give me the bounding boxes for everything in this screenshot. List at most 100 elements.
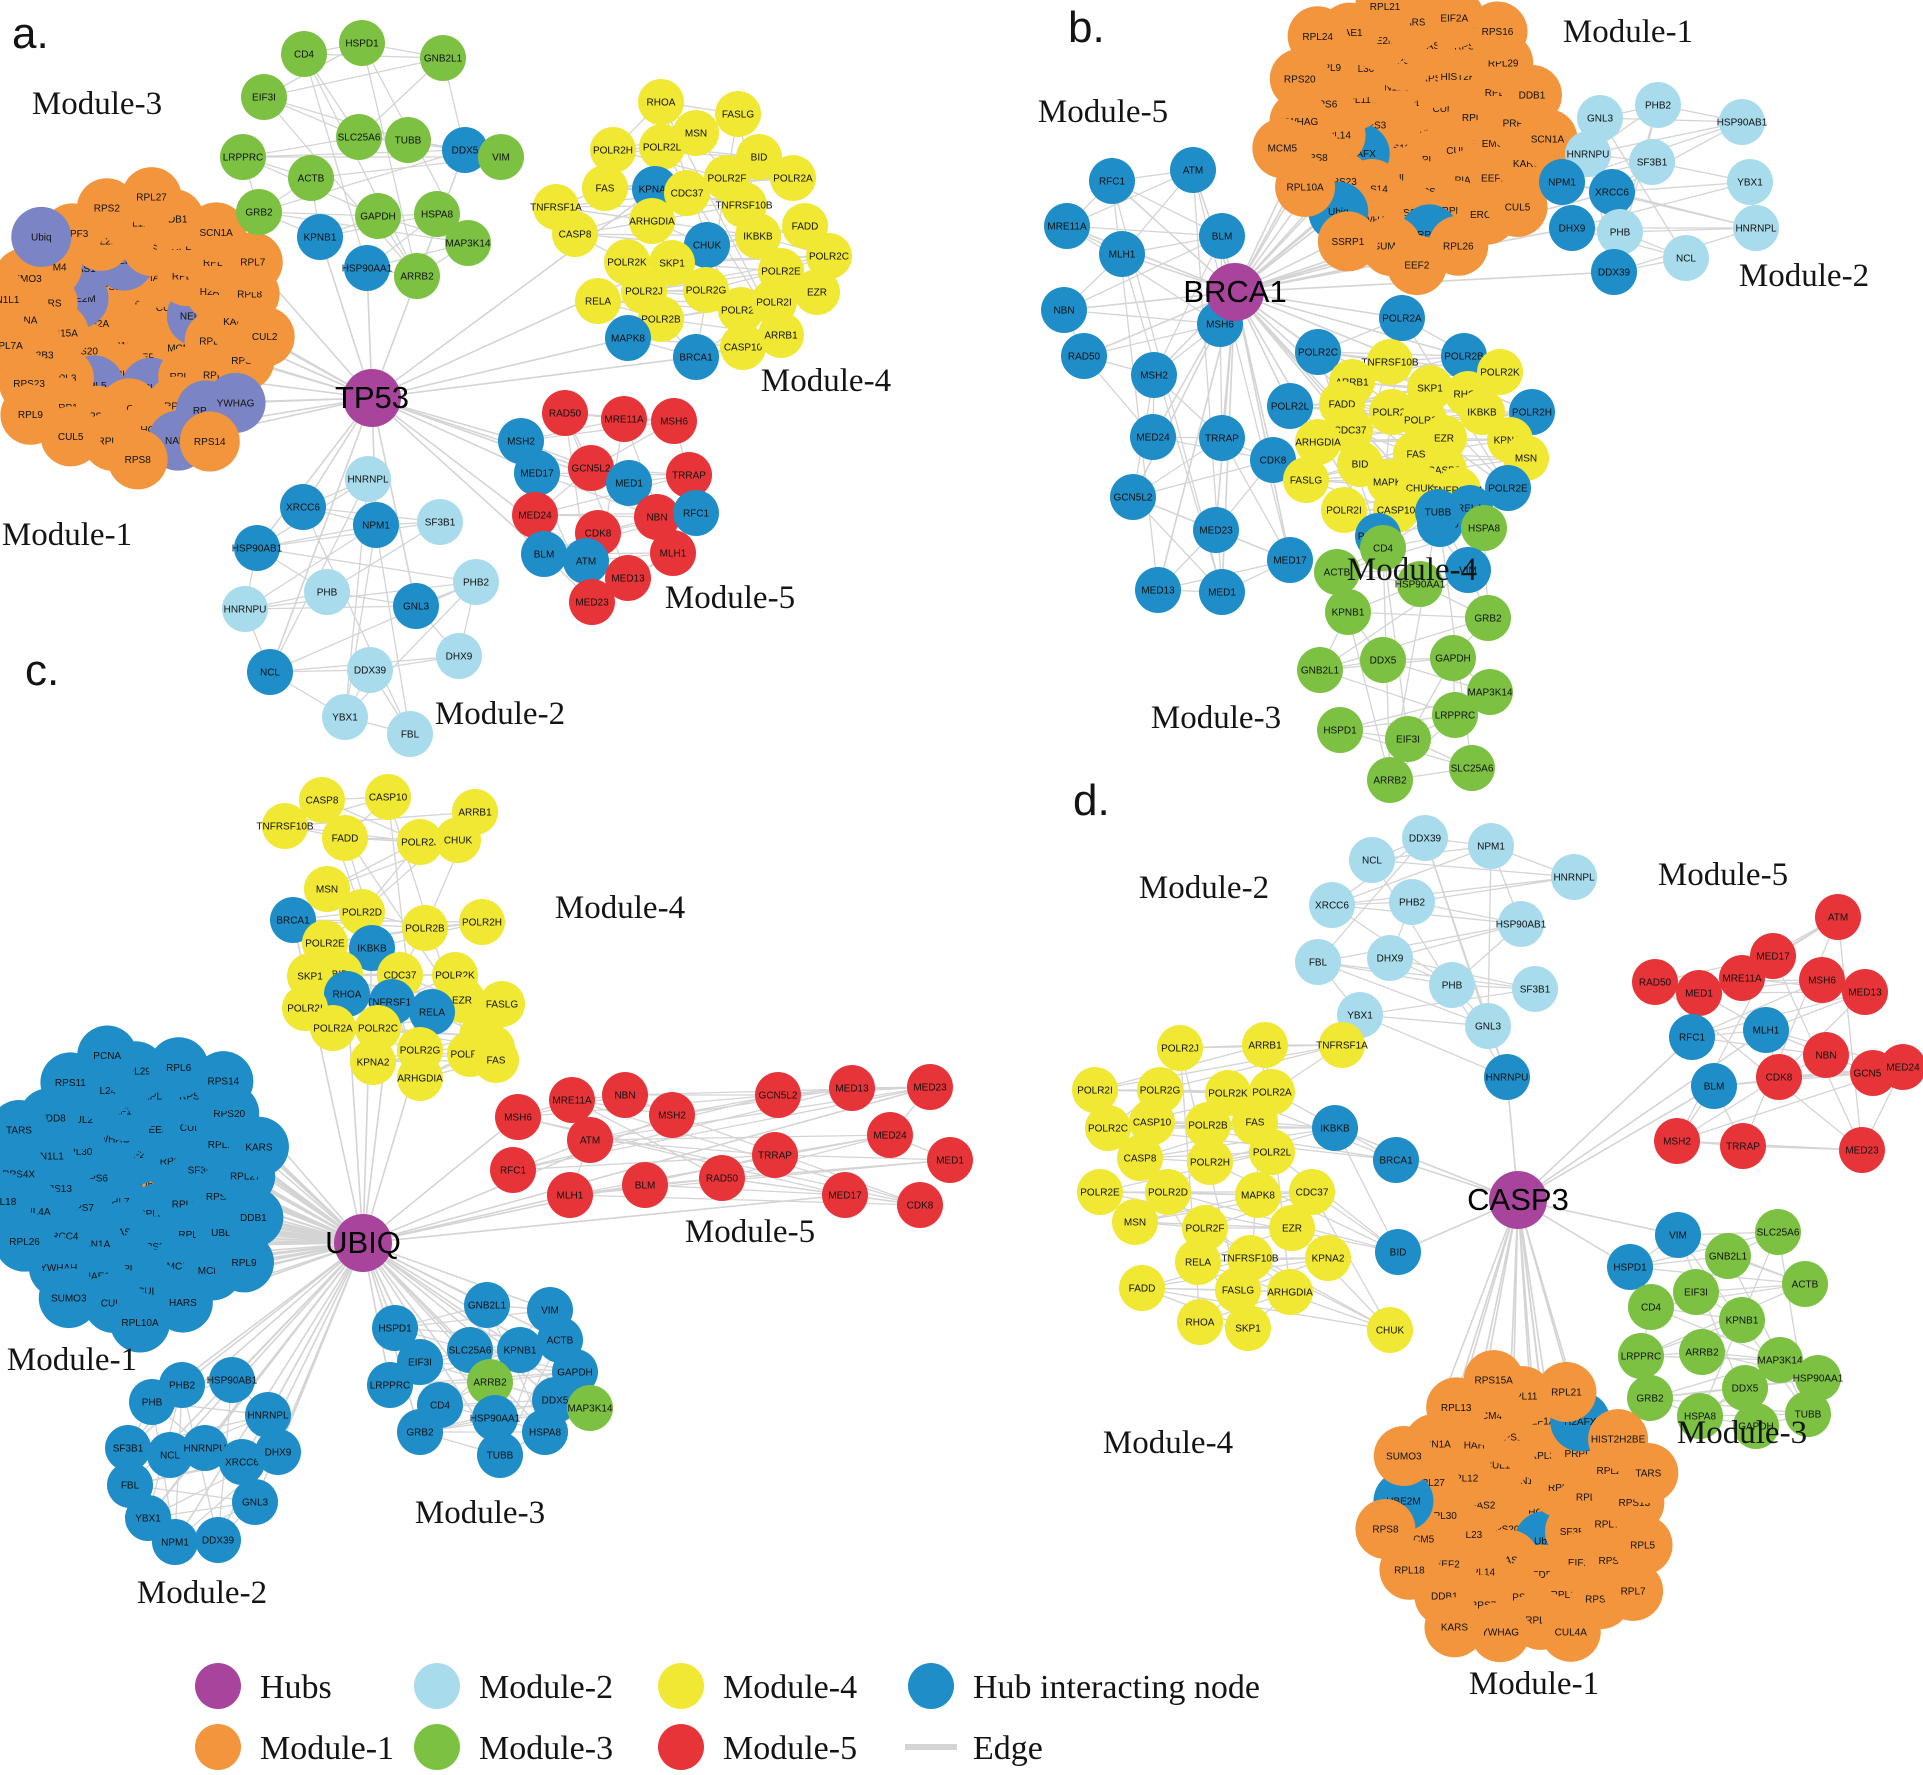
network-node-POLR2B[interactable]: POLR2B <box>402 905 448 951</box>
network-node-FAS[interactable]: FAS <box>582 165 628 211</box>
network-node-SUMO3[interactable]: SUMO3 <box>1373 1425 1434 1486</box>
network-node-POLR2L[interactable]: POLR2L <box>1249 1129 1295 1175</box>
network-node-XRCC6[interactable]: XRCC6 <box>1309 882 1355 928</box>
network-node-POLR2J[interactable]: POLR2J <box>397 819 443 865</box>
network-node-MED17[interactable]: MED17 <box>1267 537 1313 583</box>
network-node-RPL21[interactable]: RPL21 <box>1536 1362 1597 1423</box>
network-node-MED23[interactable]: MED23 <box>569 579 615 625</box>
network-node-CUL4A[interactable]: CUL4A <box>1540 1601 1601 1662</box>
network-node-DHX9[interactable]: DHX9 <box>255 1429 301 1475</box>
network-node-CUL5[interactable]: CUL5 <box>1487 176 1548 237</box>
network-node-HSP90AA1[interactable]: HSP90AA1 <box>342 245 393 291</box>
network-node-MLH1[interactable]: MLH1 <box>1743 1007 1789 1053</box>
network-node-MED13[interactable]: MED13 <box>605 555 651 601</box>
network-node-RFC1[interactable]: RFC1 <box>1669 1014 1715 1060</box>
network-node-RPS8[interactable]: RPS8 <box>1355 1499 1416 1560</box>
network-node-ARRB2[interactable]: ARRB2 <box>1367 757 1413 803</box>
network-node-MED13[interactable]: MED13 <box>1135 567 1181 613</box>
network-node-POLR2D[interactable]: POLR2D <box>1145 1169 1191 1215</box>
network-node-HSPA8[interactable]: HSPA8 <box>522 1409 568 1455</box>
network-node-MED23[interactable]: MED23 <box>1193 507 1239 553</box>
network-node-RAD50[interactable]: RAD50 <box>542 390 588 436</box>
network-node-HSP90AA1[interactable]: HSP90AA1 <box>1793 1355 1844 1401</box>
network-node-EZR[interactable]: EZR <box>1269 1205 1315 1251</box>
network-node-BLM[interactable]: BLM <box>521 531 567 577</box>
network-node-TNFRSF10B[interactable]: TNFRSF10B <box>1361 339 1419 385</box>
network-node-CASP8[interactable]: CASP8 <box>299 777 345 823</box>
network-node-POLR2C[interactable]: POLR2C <box>1295 329 1341 375</box>
network-node-GNL3[interactable]: GNL3 <box>393 583 439 629</box>
network-node-BLM[interactable]: BLM <box>1691 1063 1737 1109</box>
network-node-SF3B1[interactable]: SF3B1 <box>1629 139 1675 185</box>
network-node-MED1[interactable]: MED1 <box>606 460 652 506</box>
network-node-NPM1[interactable]: NPM1 <box>1468 823 1514 869</box>
network-node-RPS15A[interactable]: RPS15A <box>1463 1350 1524 1411</box>
network-node-MRE11A[interactable]: MRE11A <box>1719 955 1765 1001</box>
network-node-NBN[interactable]: NBN <box>1803 1032 1849 1078</box>
network-node-MSH2[interactable]: MSH2 <box>1654 1118 1700 1164</box>
network-node-ACTB[interactable]: ACTB <box>1314 549 1360 595</box>
network-node-RPL21[interactable]: RPL21 <box>1355 0 1416 37</box>
network-node-MED17[interactable]: MED17 <box>822 1172 868 1218</box>
network-node-BRCA1[interactable]: BRCA1 <box>270 897 316 943</box>
network-node-SF3B1[interactable]: SF3B1 <box>1512 966 1558 1012</box>
network-node-SLC25A6[interactable]: SLC25A6 <box>1449 745 1495 791</box>
network-node-KPNA2[interactable]: KPNA2 <box>1305 1235 1351 1281</box>
network-node-RFC1[interactable]: RFC1 <box>673 490 719 536</box>
network-node-POLR2L[interactable]: POLR2L <box>1267 383 1313 429</box>
network-node-MAP3K14[interactable]: MAP3K14 <box>1467 669 1513 715</box>
network-node-GNB2L1[interactable]: GNB2L1 <box>1705 1233 1751 1279</box>
network-node-MSH2[interactable]: MSH2 <box>1131 352 1177 398</box>
network-node-CHUK[interactable]: CHUK <box>1367 1307 1413 1353</box>
network-node-DDX39[interactable]: DDX39 <box>1591 249 1637 295</box>
network-node-MED17[interactable]: MED17 <box>514 450 560 496</box>
network-node-NPM1[interactable]: NPM1 <box>152 1519 198 1565</box>
network-node-MED24[interactable]: MED24 <box>867 1112 913 1158</box>
network-node-DDX5[interactable]: DDX5 <box>442 127 488 173</box>
network-node-GAPDH[interactable]: GAPDH <box>1430 635 1476 681</box>
network-node-CD4[interactable]: CD4 <box>281 31 327 77</box>
network-node-PHB2[interactable]: PHB2 <box>1635 82 1681 128</box>
network-node-MSH2[interactable]: MSH2 <box>649 1092 695 1138</box>
network-node-ARHGDIA[interactable]: ARHGDIA <box>1295 419 1341 465</box>
network-node-SUMO3[interactable]: SUMO3 <box>38 1268 99 1329</box>
network-node-CASP8[interactable]: CASP8 <box>552 211 598 257</box>
network-node-TUBB[interactable]: TUBB <box>385 117 431 163</box>
network-node-NPM1[interactable]: NPM1 <box>353 502 399 548</box>
network-node-BID[interactable]: BID <box>1375 1229 1421 1275</box>
network-node-FASLG[interactable]: FASLG <box>1283 457 1329 503</box>
network-node-FBL[interactable]: FBL <box>1295 939 1341 985</box>
network-node-POLR2A[interactable]: POLR2A <box>770 155 816 201</box>
network-node-KARS[interactable]: KARS <box>228 1116 289 1177</box>
network-node-MED13[interactable]: MED13 <box>1842 969 1888 1015</box>
network-node-POLR2D[interactable]: POLR2D <box>339 889 385 935</box>
network-node-TUBB[interactable]: TUBB <box>477 1432 523 1478</box>
network-node-KPNB1[interactable]: KPNB1 <box>1325 589 1371 635</box>
network-node-FASLG[interactable]: FASLG <box>715 91 761 137</box>
network-node-YBX1[interactable]: YBX1 <box>1727 159 1773 205</box>
hub-node-BRCA1[interactable]: BRCA1 <box>1183 263 1287 321</box>
network-node-TARS[interactable]: TARS <box>0 1100 50 1161</box>
network-node-FADD[interactable]: FADD <box>1119 1265 1165 1311</box>
network-node-MAPK8[interactable]: MAPK8 <box>605 315 651 361</box>
network-node-MAP3K14[interactable]: MAP3K14 <box>567 1385 613 1431</box>
network-node-CUL2[interactable]: CUL2 <box>234 306 295 367</box>
network-node-TRRAP[interactable]: TRRAP <box>752 1132 798 1178</box>
network-node-NCL[interactable]: NCL <box>247 649 293 695</box>
network-node-POLR2C[interactable]: POLR2C <box>1085 1105 1131 1151</box>
network-node-MLH1[interactable]: MLH1 <box>547 1172 593 1218</box>
network-node-TRRAP[interactable]: TRRAP <box>1199 415 1245 461</box>
network-node-ARHGDIA[interactable]: ARHGDIA <box>629 198 675 244</box>
network-node-POLR2G[interactable]: POLR2G <box>683 267 729 313</box>
network-node-ATM[interactable]: ATM <box>563 538 609 584</box>
network-node-TRRAP[interactable]: TRRAP <box>666 452 712 498</box>
network-node-NCL[interactable]: NCL <box>1349 837 1395 883</box>
network-node-BLM[interactable]: BLM <box>1199 213 1245 259</box>
network-node-RAD50[interactable]: RAD50 <box>699 1155 745 1201</box>
network-node-CD4[interactable]: CD4 <box>1628 1284 1674 1330</box>
network-node-ARRB1[interactable]: ARRB1 <box>452 789 498 835</box>
network-node-MED13[interactable]: MED13 <box>829 1065 875 1111</box>
network-node-DHX9[interactable]: DHX9 <box>1367 935 1413 981</box>
network-node-ARRB2[interactable]: ARRB2 <box>1679 1329 1725 1375</box>
network-node-POLR2H[interactable]: POLR2H <box>590 127 636 173</box>
